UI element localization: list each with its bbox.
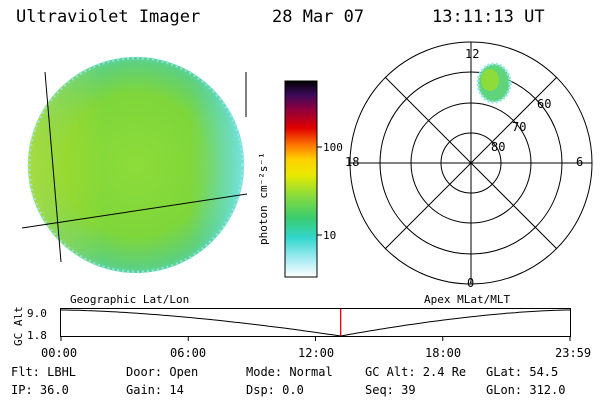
instrument-title: Ultraviolet Imager <box>16 7 201 27</box>
longitude-line <box>44 71 62 263</box>
mlt-label-bottom: 0 <box>467 276 475 290</box>
mlt-label-right: 6 <box>576 155 584 169</box>
x-tick-0: 00:00 <box>41 346 78 360</box>
glat-info: GLat: 54.5 <box>486 365 559 379</box>
filter-info: Flt: LBHL <box>11 365 77 379</box>
latitude-line <box>21 193 248 229</box>
seq-info: Seq: 39 <box>365 383 416 397</box>
gc-alt-axis-label: GC Alt <box>12 306 25 346</box>
x-tick-2: 12:00 <box>298 346 335 360</box>
geographic-label: Geographic Lat/Lon <box>70 293 190 306</box>
mlt-label-top: 12 <box>465 47 480 61</box>
door-info: Door: Open <box>126 365 199 379</box>
colorbar-label: photon cm⁻²s⁻¹ <box>257 152 270 245</box>
image-time: 13:11:13 UT <box>432 7 545 27</box>
image-date: 28 Mar 07 <box>272 7 365 27</box>
y-tick-max: 9.0 <box>27 307 47 320</box>
auroral-blob <box>476 62 512 104</box>
mode-info: Mode: Normal <box>246 365 333 379</box>
y-tick-min: 1.8 <box>27 329 47 342</box>
gc-alt-info: GC Alt: 2.4 Re <box>365 365 467 379</box>
colorbar-tick-100: 100 <box>323 141 343 154</box>
x-tick-3: 18:00 <box>425 346 462 360</box>
mlat-label-70: 70 <box>512 120 527 134</box>
earth-uv-image <box>21 56 248 274</box>
colorbar-tick-10: 10 <box>323 229 337 242</box>
gain-info: Gain: 14 <box>126 383 184 397</box>
mlt-label-left: 18 <box>345 155 360 169</box>
altitude-timeline <box>60 308 571 341</box>
mlat-label-80: 80 <box>491 140 506 154</box>
colorbar <box>284 80 322 278</box>
x-tick-1: 06:00 <box>170 346 207 360</box>
dsp-info: Dsp: 0.0 <box>246 383 304 397</box>
x-tick-4: 23:59 <box>555 346 592 360</box>
apex-label: Apex MLat/MLT <box>424 293 511 306</box>
glon-info: GLon: 312.0 <box>486 383 566 397</box>
ip-info: IP: 36.0 <box>11 383 69 397</box>
mlat-label-60: 60 <box>537 97 552 111</box>
polar-mlat-mlt-plot <box>349 41 593 285</box>
